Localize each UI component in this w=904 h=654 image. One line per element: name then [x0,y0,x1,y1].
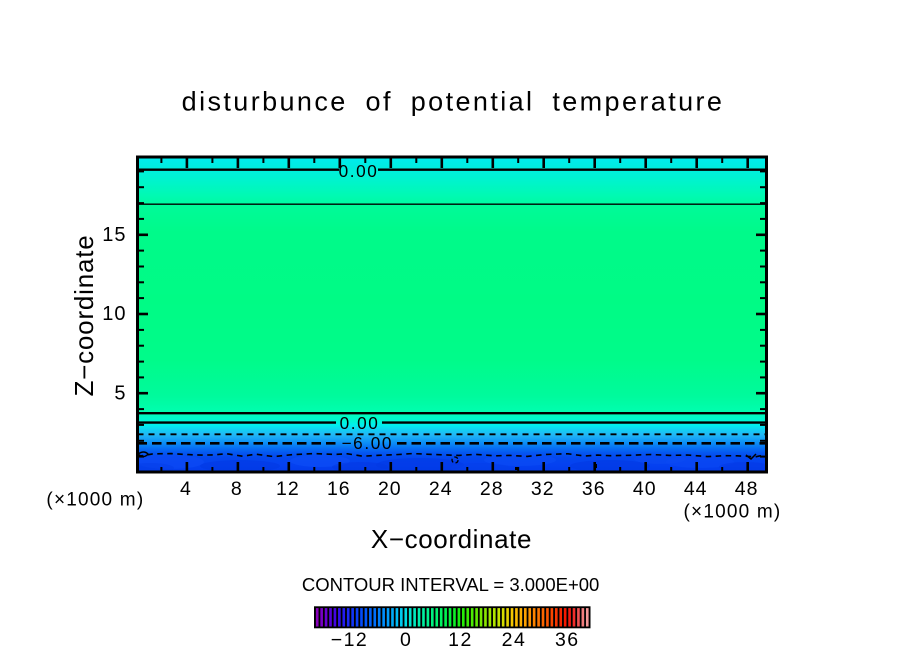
svg-text:−6.00: −6.00 [342,433,394,453]
svg-text:36: 36 [555,629,580,651]
svg-text:0: 0 [400,629,412,651]
svg-text:disturbunce of potential tempe: disturbunce of potential temperature [182,87,725,117]
svg-text:10: 10 [102,303,126,325]
svg-text:15: 15 [102,224,126,246]
svg-text:0.00: 0.00 [340,413,380,433]
svg-text:0.00: 0.00 [339,161,379,181]
svg-text:8: 8 [231,478,243,500]
svg-text:24: 24 [502,629,527,651]
svg-text:24: 24 [429,478,453,500]
svg-text:16: 16 [327,478,351,500]
svg-text:(×1000 m): (×1000 m) [46,490,144,511]
svg-text:12: 12 [276,478,300,500]
svg-text:20: 20 [378,478,402,500]
svg-text:44: 44 [684,478,708,500]
svg-text:12: 12 [448,629,473,651]
svg-text:(×1000 m): (×1000 m) [684,502,782,523]
svg-text:CONTOUR INTERVAL = 3.000E+00: CONTOUR INTERVAL = 3.000E+00 [302,574,600,595]
svg-text:40: 40 [633,478,657,500]
svg-text:−12: −12 [331,629,369,651]
svg-text:Z−coordinate: Z−coordinate [69,234,99,396]
svg-text:36: 36 [582,478,606,500]
svg-text:X−coordinate: X−coordinate [371,524,532,554]
svg-text:28: 28 [480,478,504,500]
svg-text:32: 32 [531,478,555,500]
svg-text:5: 5 [114,382,126,404]
svg-text:4: 4 [180,478,192,500]
svg-text:48: 48 [735,478,759,500]
